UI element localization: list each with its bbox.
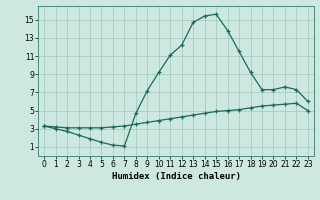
X-axis label: Humidex (Indice chaleur): Humidex (Indice chaleur) (111, 172, 241, 181)
